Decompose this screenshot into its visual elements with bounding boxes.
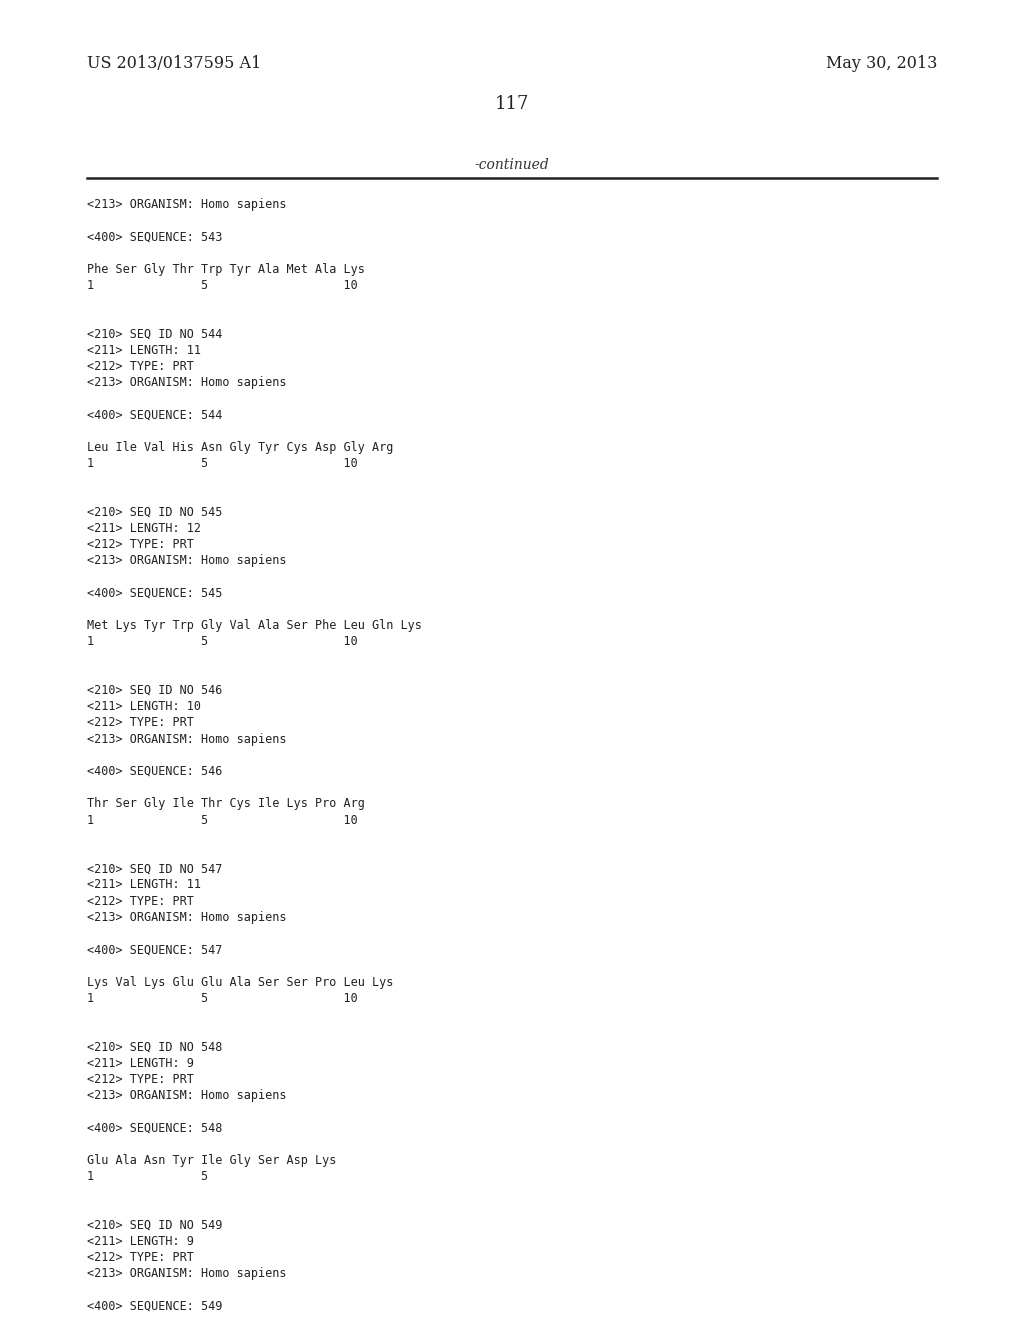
Text: <212> TYPE: PRT: <212> TYPE: PRT bbox=[87, 1251, 194, 1265]
Text: <213> ORGANISM: Homo sapiens: <213> ORGANISM: Homo sapiens bbox=[87, 733, 287, 746]
Text: <400> SEQUENCE: 547: <400> SEQUENCE: 547 bbox=[87, 944, 222, 956]
Text: <213> ORGANISM: Homo sapiens: <213> ORGANISM: Homo sapiens bbox=[87, 911, 287, 924]
Text: 1               5                   10: 1 5 10 bbox=[87, 813, 357, 826]
Text: Thr Ser Gly Ile Thr Cys Ile Lys Pro Arg: Thr Ser Gly Ile Thr Cys Ile Lys Pro Arg bbox=[87, 797, 365, 810]
Text: <210> SEQ ID NO 547: <210> SEQ ID NO 547 bbox=[87, 862, 222, 875]
Text: 1               5                   10: 1 5 10 bbox=[87, 457, 357, 470]
Text: 1               5                   10: 1 5 10 bbox=[87, 635, 357, 648]
Text: Leu Ile Val His Asn Gly Tyr Cys Asp Gly Arg: Leu Ile Val His Asn Gly Tyr Cys Asp Gly … bbox=[87, 441, 393, 454]
Text: US 2013/0137595 A1: US 2013/0137595 A1 bbox=[87, 55, 261, 73]
Text: 1               5                   10: 1 5 10 bbox=[87, 991, 357, 1005]
Text: Lys Val Lys Glu Glu Ala Ser Ser Pro Leu Lys: Lys Val Lys Glu Glu Ala Ser Ser Pro Leu … bbox=[87, 975, 393, 989]
Text: 117: 117 bbox=[495, 95, 529, 114]
Text: <211> LENGTH: 9: <211> LENGTH: 9 bbox=[87, 1056, 194, 1069]
Text: -continued: -continued bbox=[475, 158, 549, 172]
Text: <211> LENGTH: 9: <211> LENGTH: 9 bbox=[87, 1234, 194, 1247]
Text: <210> SEQ ID NO 545: <210> SEQ ID NO 545 bbox=[87, 506, 222, 519]
Text: <211> LENGTH: 10: <211> LENGTH: 10 bbox=[87, 700, 201, 713]
Text: <211> LENGTH: 12: <211> LENGTH: 12 bbox=[87, 521, 201, 535]
Text: <212> TYPE: PRT: <212> TYPE: PRT bbox=[87, 895, 194, 908]
Text: <210> SEQ ID NO 546: <210> SEQ ID NO 546 bbox=[87, 684, 222, 697]
Text: <213> ORGANISM: Homo sapiens: <213> ORGANISM: Homo sapiens bbox=[87, 1089, 287, 1102]
Text: <213> ORGANISM: Homo sapiens: <213> ORGANISM: Homo sapiens bbox=[87, 376, 287, 389]
Text: <400> SEQUENCE: 543: <400> SEQUENCE: 543 bbox=[87, 231, 222, 243]
Text: <400> SEQUENCE: 545: <400> SEQUENCE: 545 bbox=[87, 587, 222, 599]
Text: <212> TYPE: PRT: <212> TYPE: PRT bbox=[87, 539, 194, 552]
Text: <210> SEQ ID NO 548: <210> SEQ ID NO 548 bbox=[87, 1040, 222, 1053]
Text: <213> ORGANISM: Homo sapiens: <213> ORGANISM: Homo sapiens bbox=[87, 554, 287, 568]
Text: Met Lys Tyr Trp Gly Val Ala Ser Phe Leu Gln Lys: Met Lys Tyr Trp Gly Val Ala Ser Phe Leu … bbox=[87, 619, 422, 632]
Text: <211> LENGTH: 11: <211> LENGTH: 11 bbox=[87, 878, 201, 891]
Text: May 30, 2013: May 30, 2013 bbox=[825, 55, 937, 73]
Text: <400> SEQUENCE: 546: <400> SEQUENCE: 546 bbox=[87, 766, 222, 777]
Text: <211> LENGTH: 11: <211> LENGTH: 11 bbox=[87, 343, 201, 356]
Text: <212> TYPE: PRT: <212> TYPE: PRT bbox=[87, 1073, 194, 1086]
Text: <210> SEQ ID NO 544: <210> SEQ ID NO 544 bbox=[87, 327, 222, 341]
Text: Glu Ala Asn Tyr Ile Gly Ser Asp Lys: Glu Ala Asn Tyr Ile Gly Ser Asp Lys bbox=[87, 1154, 337, 1167]
Text: 1               5                   10: 1 5 10 bbox=[87, 279, 357, 292]
Text: <212> TYPE: PRT: <212> TYPE: PRT bbox=[87, 717, 194, 730]
Text: Phe Ser Gly Thr Trp Tyr Ala Met Ala Lys: Phe Ser Gly Thr Trp Tyr Ala Met Ala Lys bbox=[87, 263, 365, 276]
Text: 1               5: 1 5 bbox=[87, 1170, 208, 1183]
Text: <210> SEQ ID NO 549: <210> SEQ ID NO 549 bbox=[87, 1218, 222, 1232]
Text: <400> SEQUENCE: 549: <400> SEQUENCE: 549 bbox=[87, 1300, 222, 1312]
Text: <213> ORGANISM: Homo sapiens: <213> ORGANISM: Homo sapiens bbox=[87, 1267, 287, 1280]
Text: <400> SEQUENCE: 548: <400> SEQUENCE: 548 bbox=[87, 1122, 222, 1134]
Text: <212> TYPE: PRT: <212> TYPE: PRT bbox=[87, 360, 194, 374]
Text: <400> SEQUENCE: 544: <400> SEQUENCE: 544 bbox=[87, 409, 222, 421]
Text: <213> ORGANISM: Homo sapiens: <213> ORGANISM: Homo sapiens bbox=[87, 198, 287, 211]
